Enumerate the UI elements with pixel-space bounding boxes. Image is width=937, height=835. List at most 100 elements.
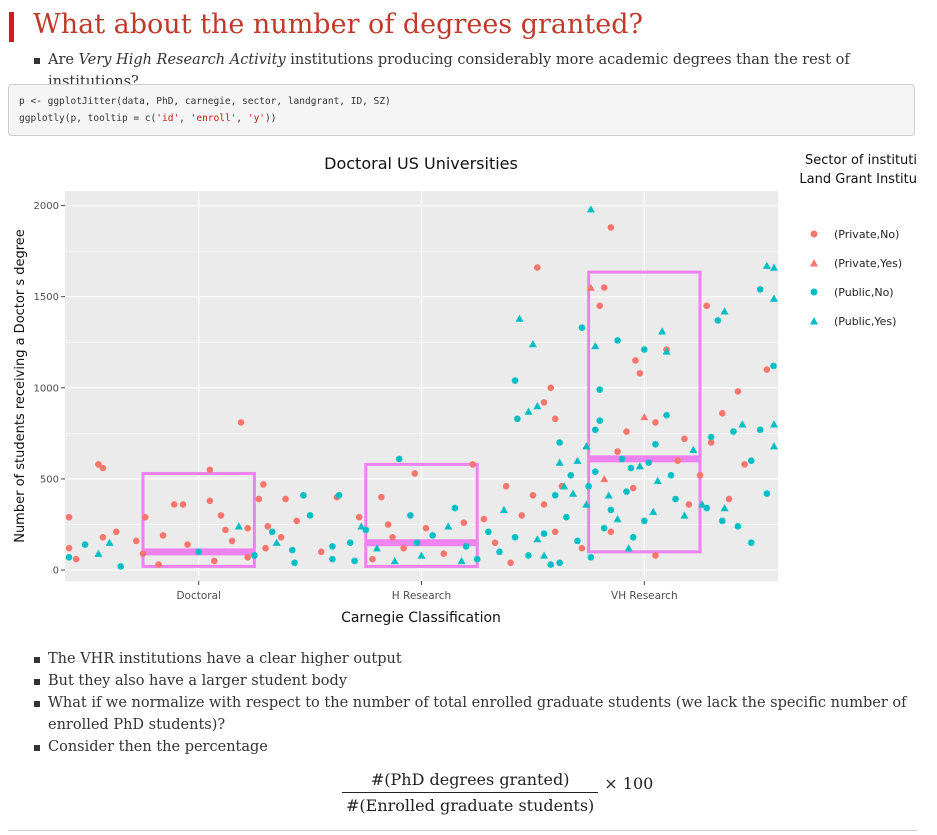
data-point[interactable]	[195, 548, 202, 556]
data-point[interactable]	[507, 559, 514, 567]
data-point[interactable]	[117, 563, 125, 570]
data-point[interactable]	[681, 435, 688, 443]
data-point[interactable]	[159, 532, 167, 539]
data-point[interactable]	[184, 541, 191, 548]
data-point[interactable]	[607, 506, 615, 514]
data-point[interactable]	[411, 470, 419, 477]
data-point[interactable]	[237, 419, 245, 426]
data-point[interactable]	[480, 515, 488, 523]
data-point[interactable]	[591, 341, 600, 350]
data-point[interactable]	[533, 402, 542, 410]
data-point[interactable]	[407, 512, 414, 519]
data-point[interactable]	[99, 533, 107, 541]
data-point[interactable]	[698, 500, 707, 508]
data-point[interactable]	[133, 537, 140, 545]
data-point[interactable]	[770, 362, 777, 370]
data-point[interactable]	[170, 501, 178, 508]
data-point[interactable]	[658, 327, 667, 335]
data-point[interactable]	[596, 386, 604, 393]
data-point[interactable]	[567, 471, 575, 479]
data-point[interactable]	[770, 420, 778, 428]
data-point[interactable]	[741, 461, 748, 468]
data-point[interactable]	[65, 544, 73, 552]
legend-marker-circle[interactable]	[810, 288, 818, 296]
data-point[interactable]	[563, 513, 570, 521]
legend-item-label[interactable]: (Public,No)	[834, 286, 894, 299]
data-point[interactable]	[222, 526, 229, 534]
data-point[interactable]	[556, 559, 563, 567]
data-point[interactable]	[139, 550, 147, 557]
data-point[interactable]	[457, 556, 466, 565]
data-point[interactable]	[105, 538, 114, 546]
data-point[interactable]	[288, 546, 296, 554]
data-point[interactable]	[422, 524, 430, 532]
data-point[interactable]	[99, 464, 107, 472]
data-point[interactable]	[429, 532, 436, 539]
data-point[interactable]	[540, 399, 548, 406]
data-point[interactable]	[725, 495, 733, 503]
data-point[interactable]	[293, 517, 301, 525]
data-point[interactable]	[645, 459, 653, 466]
data-point[interactable]	[141, 513, 149, 521]
data-point[interactable]	[586, 205, 595, 213]
data-point[interactable]	[384, 521, 392, 528]
data-point[interactable]	[555, 458, 564, 466]
data-point[interactable]	[524, 407, 533, 415]
data-point[interactable]	[635, 462, 644, 470]
data-point[interactable]	[652, 419, 659, 426]
data-point[interactable]	[689, 445, 698, 453]
data-point[interactable]	[511, 377, 519, 384]
data-point[interactable]	[72, 555, 80, 563]
data-point[interactable]	[674, 457, 682, 465]
data-point[interactable]	[714, 317, 722, 324]
data-point[interactable]	[547, 384, 555, 392]
data-point[interactable]	[652, 552, 659, 559]
data-point[interactable]	[300, 492, 307, 499]
data-point[interactable]	[587, 554, 595, 561]
data-point[interactable]	[451, 504, 459, 512]
data-point[interactable]	[629, 533, 637, 541]
data-point[interactable]	[306, 512, 314, 519]
data-point[interactable]	[351, 557, 358, 565]
data-point[interactable]	[613, 515, 622, 523]
data-point[interactable]	[262, 544, 269, 552]
data-point[interactable]	[496, 548, 503, 556]
data-point[interactable]	[641, 517, 648, 525]
data-point[interactable]	[551, 415, 559, 423]
data-point[interactable]	[586, 283, 595, 291]
data-point[interactable]	[244, 524, 252, 532]
data-point[interactable]	[390, 556, 399, 565]
data-point[interactable]	[756, 286, 764, 293]
data-point[interactable]	[607, 528, 615, 536]
data-point[interactable]	[413, 539, 421, 547]
data-point[interactable]	[511, 533, 519, 541]
chart-svg[interactable]: 0 500 1000 1500 2000 Doctoral H Research VH Re…	[8, 148, 917, 628]
data-point[interactable]	[718, 517, 726, 525]
data-point[interactable]	[335, 492, 343, 499]
data-point[interactable]	[357, 522, 366, 530]
data-point[interactable]	[346, 539, 354, 547]
data-point[interactable]	[707, 439, 715, 446]
data-point[interactable]	[652, 441, 659, 448]
data-point[interactable]	[329, 555, 336, 563]
data-point[interactable]	[720, 307, 729, 315]
data-point[interactable]	[614, 448, 621, 455]
data-point[interactable]	[770, 442, 778, 450]
data-point[interactable]	[551, 492, 559, 499]
data-point[interactable]	[596, 302, 604, 310]
data-point[interactable]	[680, 511, 689, 519]
data-point[interactable]	[734, 523, 742, 530]
data-point[interactable]	[600, 474, 609, 483]
data-point[interactable]	[525, 552, 532, 559]
data-point[interactable]	[518, 512, 526, 519]
data-point[interactable]	[770, 294, 778, 302]
data-point[interactable]	[389, 533, 396, 541]
data-point[interactable]	[641, 346, 648, 353]
data-point[interactable]	[485, 528, 492, 536]
data-point[interactable]	[251, 552, 258, 559]
data-point[interactable]	[155, 561, 162, 568]
data-point[interactable]	[264, 523, 272, 530]
data-point[interactable]	[762, 261, 771, 269]
data-point[interactable]	[672, 495, 679, 503]
data-point[interactable]	[632, 357, 639, 364]
